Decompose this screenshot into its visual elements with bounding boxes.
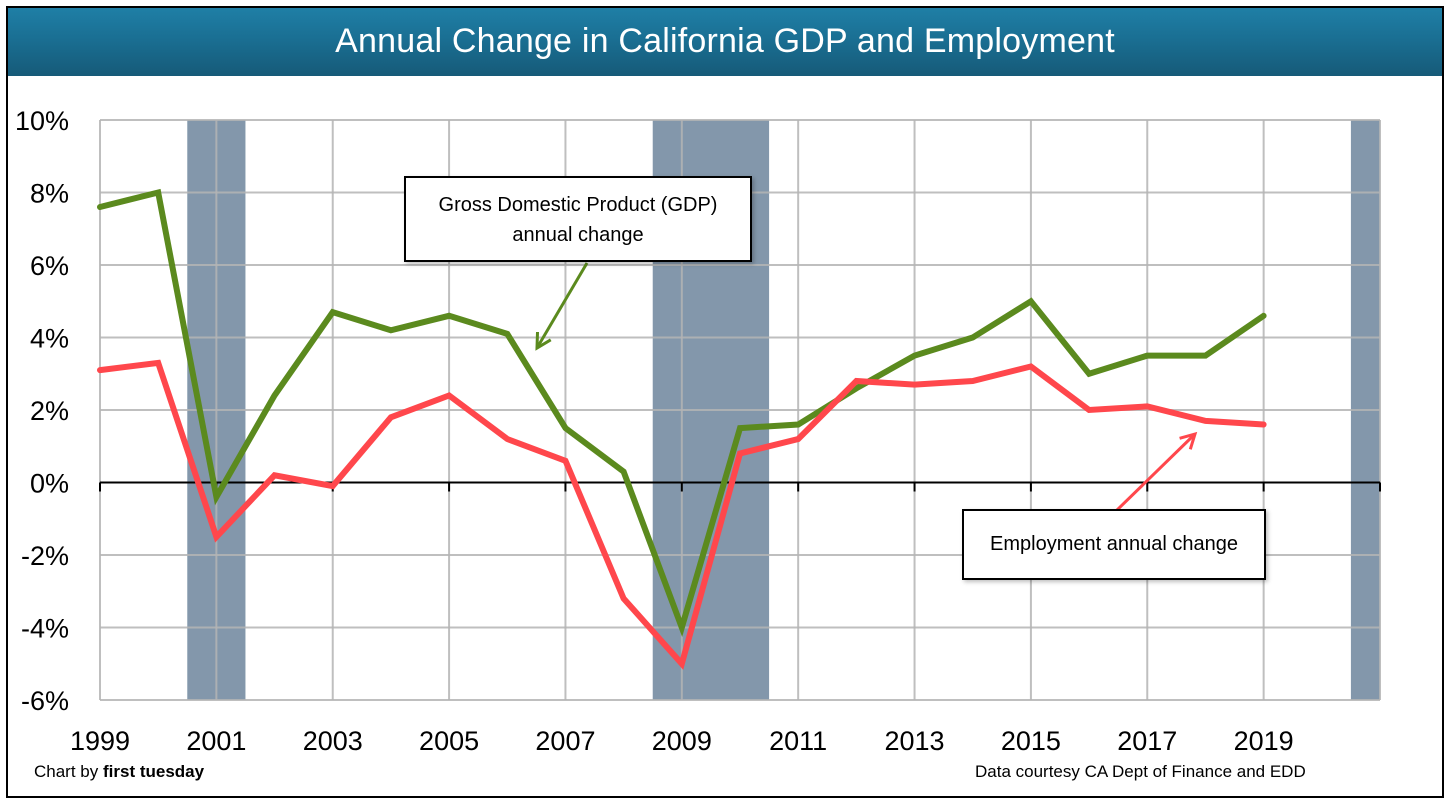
y-tick-label: 8% [30,179,69,209]
employment-arrow-icon-shaft [1113,432,1197,514]
y-tick-label: 0% [30,469,69,499]
employment-annotation-text: Employment annual change [990,533,1238,555]
y-tick-label: 6% [30,251,69,281]
y-tick-label: 2% [30,396,69,426]
x-tick-label: 2011 [769,726,827,756]
chart-credit: Chart by first tuesday [34,762,204,782]
gdp-annotation-box: Gross Domestic Product (GDP) annual chan… [404,176,752,262]
gdp-arrow-icon-head [535,331,552,351]
gdp-arrow-icon-shaft [535,262,589,349]
credit-name: first tuesday [102,762,205,781]
x-tick-label: 2007 [535,726,595,756]
data-source: Data courtesy CA Dept of Finance and EDD [975,762,1306,781]
x-tick-label: 2013 [885,726,945,756]
employment-arrow-icon [1113,431,1198,514]
credit-prefix: Chart by [34,762,103,781]
gdp-annotation-line2: annual change [512,224,644,246]
y-tick-label: -2% [21,541,69,571]
y-tick-label: -6% [21,686,69,716]
x-tick-label: 2005 [419,726,479,756]
gdp-arrow-icon [535,262,589,351]
y-tick-label: -4% [21,614,69,644]
y-tick-label: 10% [15,106,69,136]
x-tick-label: 2019 [1234,726,1294,756]
employment-annotation-box: Employment annual change [962,509,1266,580]
x-tick-label: 2003 [303,726,363,756]
employment-series-line [97,359,1267,670]
x-tick-label: 2017 [1117,726,1177,756]
x-tick-label: 1999 [70,726,130,756]
gdp-annotation-line1: Gross Domestic Product (GDP) [438,194,718,216]
employment-arrow-icon-head [1179,431,1198,450]
x-tick-label: 2009 [652,726,712,756]
gdp-series-line [97,188,1267,638]
chart-title: Annual Change in California GDP and Empl… [8,8,1442,76]
x-tick-label: 2015 [1001,726,1061,756]
x-tick-label: 2001 [186,726,246,756]
y-tick-label: 4% [30,324,69,354]
